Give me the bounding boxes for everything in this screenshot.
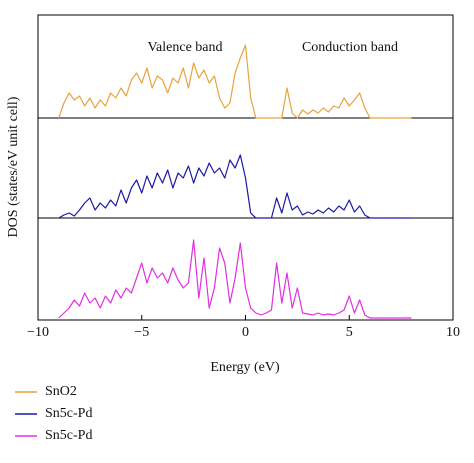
y-axis-label: DOS (states/eV unit cell) — [6, 96, 21, 237]
legend-label: Sn5c-Pd — [45, 428, 92, 443]
annotation: Valence band — [147, 40, 222, 55]
x-tick-label: 5 — [346, 325, 353, 340]
legend-label: SnO2 — [45, 384, 77, 399]
annotation: Conduction band — [302, 40, 398, 55]
x-tick-label: −10 — [27, 325, 49, 340]
legend-label: Sn5c-Pd — [45, 406, 92, 421]
x-tick-label: −5 — [134, 325, 149, 340]
x-tick-label: 0 — [242, 325, 249, 340]
dos-curve — [58, 44, 412, 119]
dos-curve — [58, 239, 412, 319]
dos-curve — [58, 154, 412, 219]
plot-frame — [37, 14, 454, 321]
x-axis-label: Energy (eV) — [210, 360, 280, 375]
x-tick-label: 10 — [446, 325, 460, 340]
